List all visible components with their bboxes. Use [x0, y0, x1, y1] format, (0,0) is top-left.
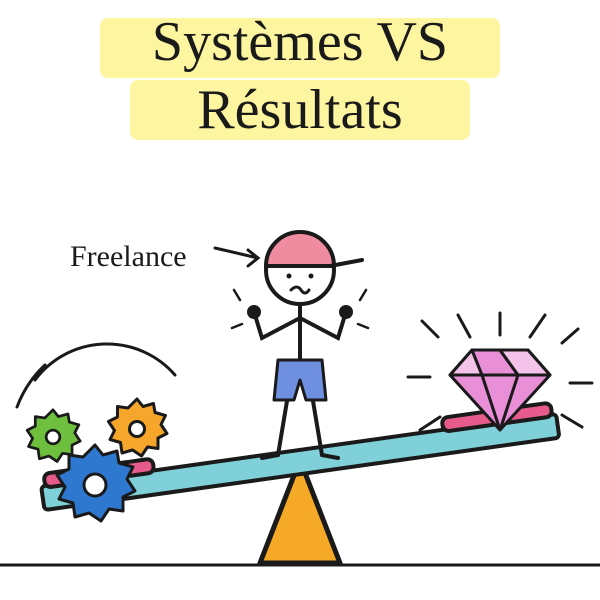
infographic-stage: Systèmes VS Résultats Freelance: [0, 0, 600, 600]
freelance-figure: [232, 232, 368, 458]
label-arrow: [215, 248, 258, 266]
illustration: [0, 0, 600, 600]
diamond-icon: [408, 313, 592, 430]
